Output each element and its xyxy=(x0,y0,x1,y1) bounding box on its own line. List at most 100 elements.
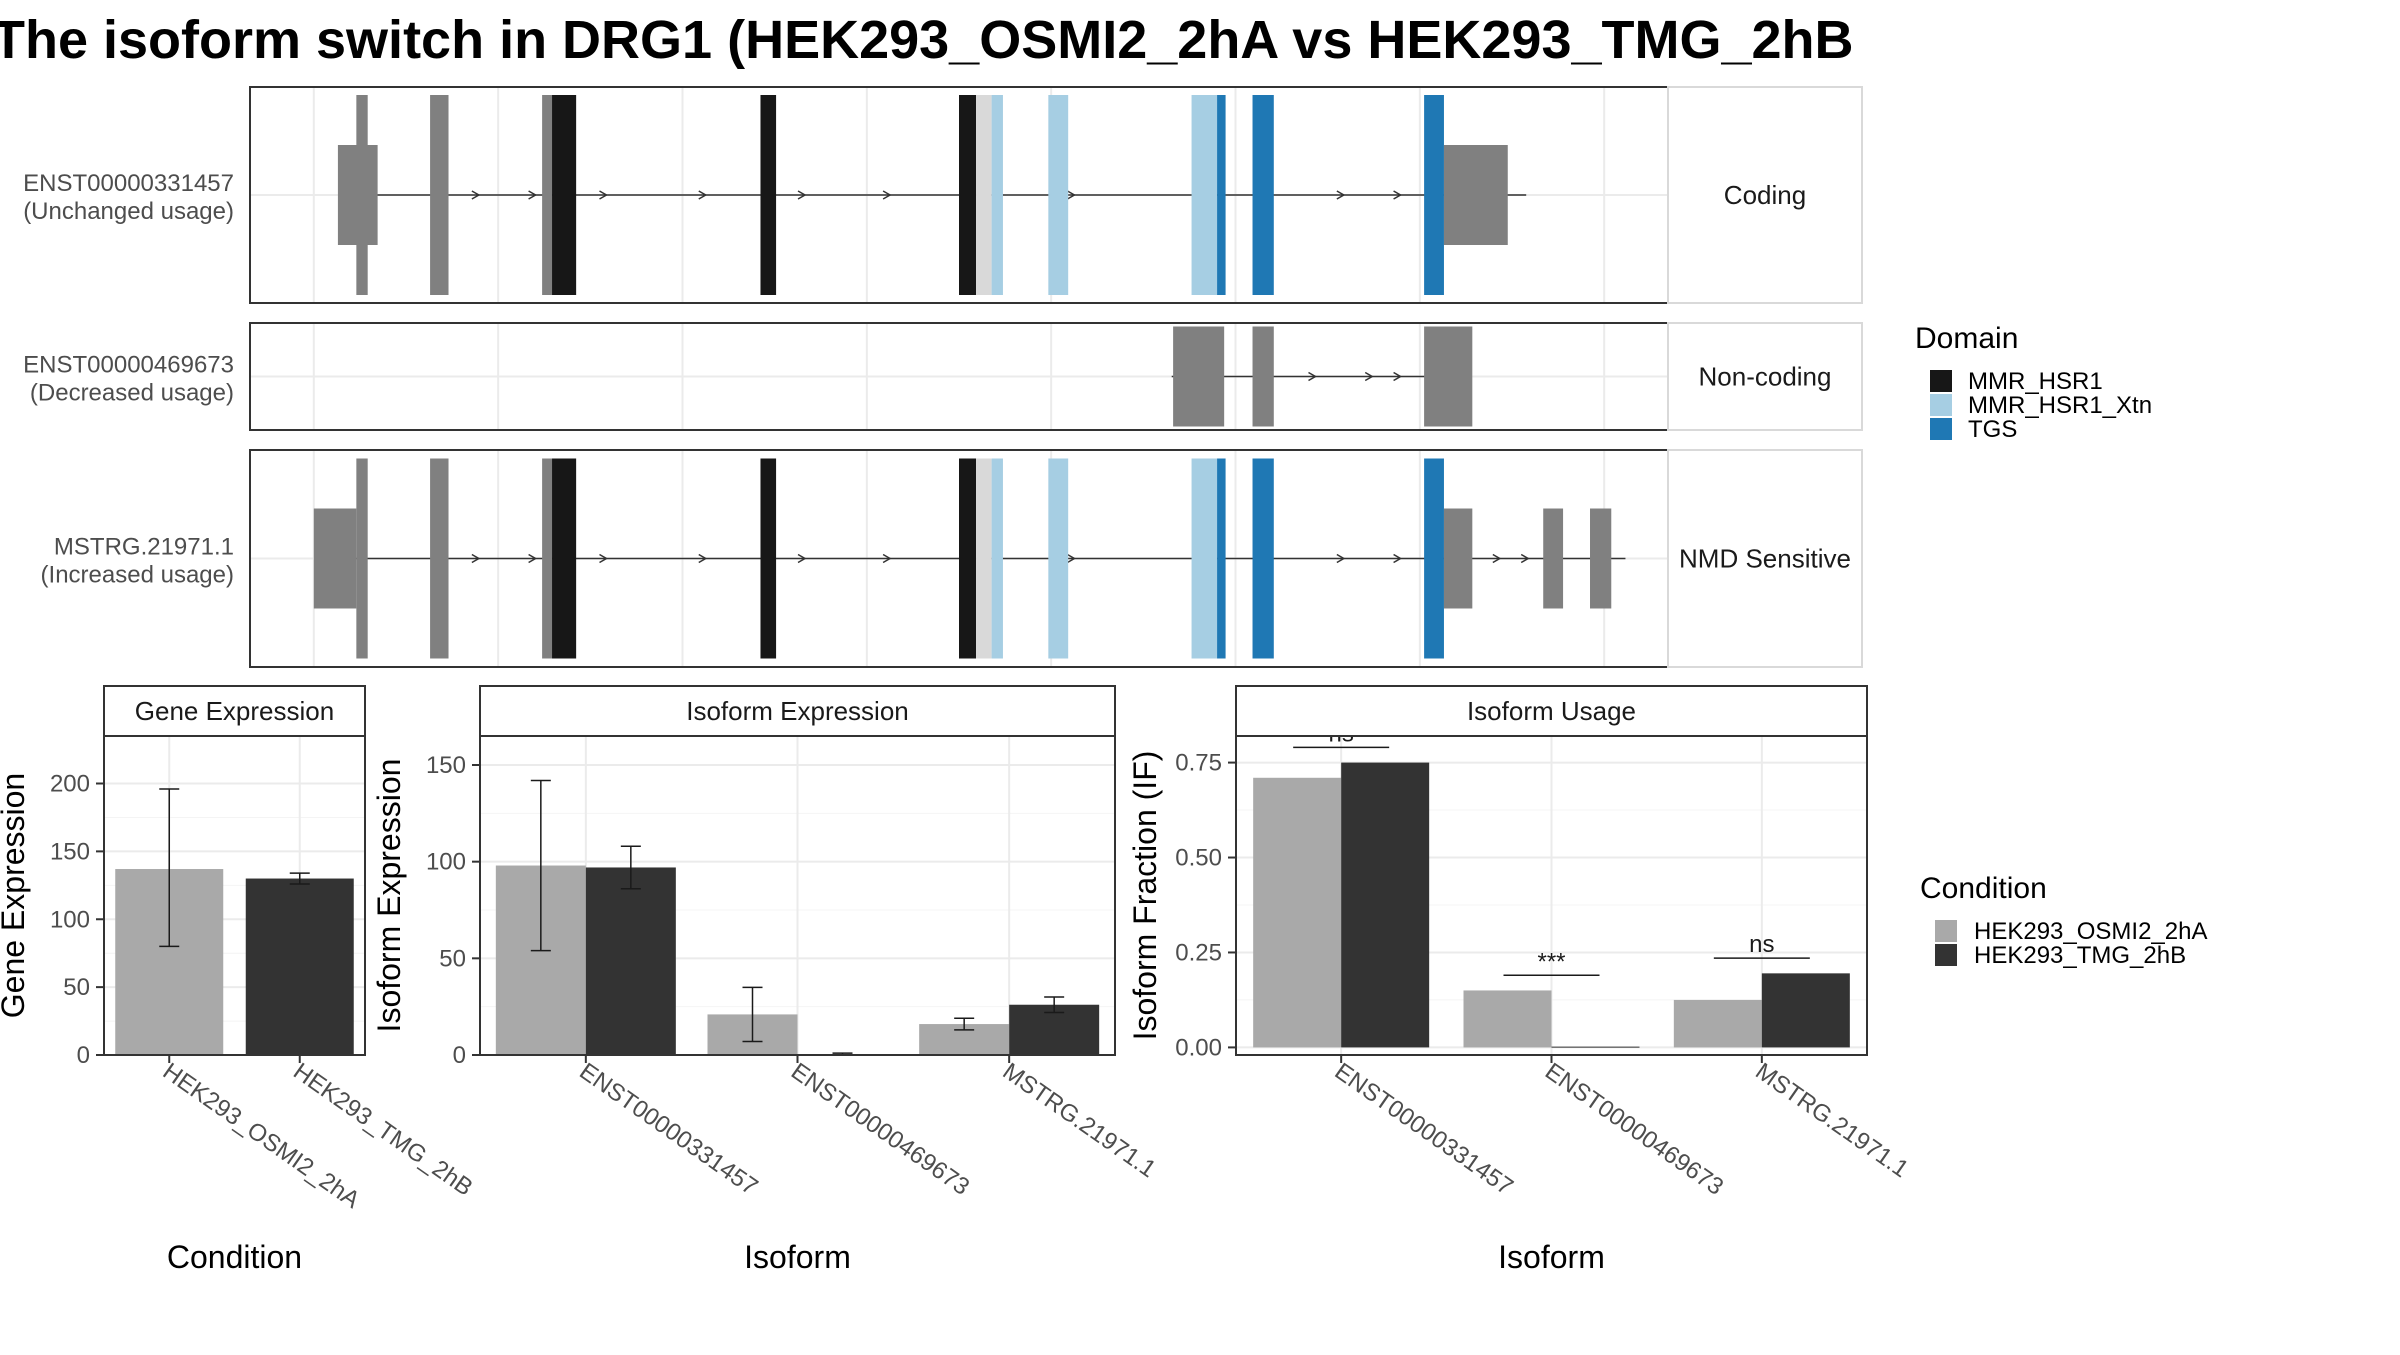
y-tick-label: 0 xyxy=(77,1042,90,1069)
intron-arrow xyxy=(1067,553,1076,564)
transcript-panel-ENST00000331457: Coding ENST00000331457(Unchanged usage) xyxy=(23,86,1863,304)
y-tick-label: 0.25 xyxy=(1175,939,1222,966)
bar-HEK293_TMG_2hB xyxy=(1551,1046,1640,1048)
y-tick-label: 150 xyxy=(426,752,466,779)
exon xyxy=(976,95,992,295)
bar-HEK293_OSMI2_2hA xyxy=(1253,777,1342,1048)
y-tick-label: 200 xyxy=(50,771,90,798)
significance-label: ns xyxy=(1749,931,1774,958)
condition-legend-label: HEK293_OSMI2_2hA xyxy=(1974,918,2207,945)
condition-legend-key xyxy=(1935,944,1957,966)
transcript-usage-label: (Decreased usage) xyxy=(30,380,234,407)
intron-arrow xyxy=(599,553,609,564)
exon xyxy=(1217,95,1226,295)
exon xyxy=(1252,458,1274,659)
intron-arrow xyxy=(1308,371,1318,382)
exon xyxy=(959,95,977,295)
exon xyxy=(542,458,553,659)
panel-strip-label: Non-coding xyxy=(1699,362,1832,392)
y-axis-title: Gene Expression xyxy=(0,773,31,1018)
intron-arrow xyxy=(1520,553,1530,564)
exon xyxy=(1443,508,1473,609)
exon xyxy=(1424,458,1444,659)
panel-strip-label: Coding xyxy=(1724,180,1806,210)
exon xyxy=(991,95,1003,295)
bar-HEK293_TMG_2hB xyxy=(245,878,354,1055)
x-axis-title: Isoform xyxy=(1498,1239,1605,1275)
intron-arrow xyxy=(1393,190,1403,200)
transcript-usage-label: (Unchanged usage) xyxy=(23,198,234,225)
exon xyxy=(1048,95,1069,295)
exon xyxy=(542,95,553,295)
y-axis-title: Isoform Expression xyxy=(371,759,407,1033)
panel-strip-label: NMD Sensitive xyxy=(1679,544,1851,574)
exon xyxy=(1252,326,1274,427)
y-tick-label: 50 xyxy=(439,945,466,972)
exon xyxy=(430,95,449,295)
facet-strip xyxy=(479,685,1116,737)
transcript-usage-label: (Increased usage) xyxy=(41,562,234,589)
intron-arrow xyxy=(797,553,807,564)
significance-label: *** xyxy=(1537,948,1565,975)
exon xyxy=(1424,326,1473,427)
y-tick-label: 100 xyxy=(426,849,466,876)
intron-arrow xyxy=(882,190,892,200)
exon xyxy=(356,458,368,659)
x-axis-title: Isoform xyxy=(744,1239,851,1275)
bar-HEK293_TMG_2hB xyxy=(1341,762,1430,1048)
intron-arrow xyxy=(528,190,538,200)
y-tick-label: 0.75 xyxy=(1175,750,1222,777)
facet-strip xyxy=(1235,685,1868,737)
intron-arrow xyxy=(528,553,538,564)
bar-HEK293_OSMI2_2hA xyxy=(1463,990,1552,1048)
intron-arrow xyxy=(797,190,807,200)
condition-legend-key xyxy=(1935,920,1957,942)
facet-strip-label: Isoform Expression xyxy=(686,696,909,726)
domain-legend-key xyxy=(1930,394,1952,416)
intron-arrow xyxy=(1336,553,1346,564)
exon xyxy=(1252,95,1274,295)
bar-HEK293_OSMI2_2hA xyxy=(1673,999,1762,1048)
exon xyxy=(760,95,777,295)
exon xyxy=(313,508,357,609)
exon xyxy=(760,458,777,659)
transcript-id-label: ENST00000469673 xyxy=(23,352,234,379)
panel-strip xyxy=(1667,86,1863,304)
y-tick-label: 100 xyxy=(50,906,90,933)
exon xyxy=(1191,458,1218,659)
transcript-panel-MSTRG.21971.1: NMD Sensitive MSTRG.21971.1(Increased usa… xyxy=(41,449,1863,668)
y-tick-label: 150 xyxy=(50,838,90,865)
intron-arrow xyxy=(471,553,481,564)
intron-arrow xyxy=(1336,190,1346,200)
domain-legend-key xyxy=(1930,370,1952,392)
panel-strip xyxy=(1667,449,1863,668)
facet-strip-label: Isoform Usage xyxy=(1467,696,1636,726)
intron-arrow xyxy=(1492,553,1502,564)
exon xyxy=(552,95,577,295)
intron-arrow xyxy=(599,190,609,200)
exon xyxy=(976,458,992,659)
y-tick-label: 0.50 xyxy=(1175,845,1222,872)
y-tick-label: 0.00 xyxy=(1175,1034,1222,1061)
exon xyxy=(1543,508,1564,609)
y-axis-title: Isoform Fraction (IF) xyxy=(1127,751,1163,1041)
y-tick-label: 0 xyxy=(453,1042,466,1069)
transcript-id-label: ENST00000331457 xyxy=(23,170,234,197)
exon xyxy=(1048,458,1069,659)
intron-arrow xyxy=(1393,371,1403,382)
transcript-panel-ENST00000469673: Non-coding ENST00000469673(Decreased usag… xyxy=(23,322,1863,431)
bar-HEK293_TMG_2hB xyxy=(1761,973,1850,1048)
domain-legend-label: MMR_HSR1 xyxy=(1968,368,2103,395)
condition-legend-title: Condition xyxy=(1920,872,2047,905)
exon xyxy=(959,458,977,659)
exon xyxy=(1590,508,1612,609)
intron-arrow xyxy=(882,553,892,564)
intron-arrow xyxy=(1393,553,1403,564)
domain-legend-title: Domain xyxy=(1915,322,2018,355)
bar-HEK293_TMG_2hB xyxy=(585,867,676,1055)
exon xyxy=(1217,458,1226,659)
